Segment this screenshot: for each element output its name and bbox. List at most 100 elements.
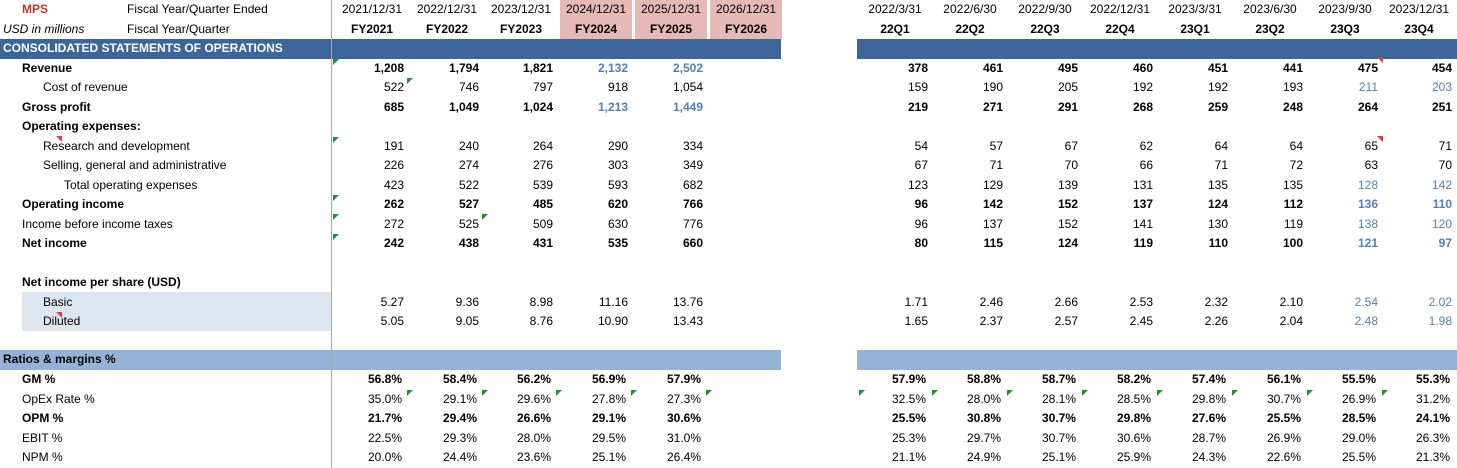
year-date-header[interactable]: 2022/12/31 — [416, 2, 478, 16]
year-value-cell[interactable]: 485 — [532, 197, 553, 211]
ratio-year-cell[interactable]: 58.4% — [442, 372, 477, 386]
year-value-cell[interactable]: 240 — [458, 138, 479, 153]
quarter-value-cell[interactable]: 441 — [1282, 60, 1303, 75]
quarter-value-cell[interactable]: 70 — [1438, 158, 1452, 172]
quarter-value-cell[interactable]: 2.66 — [1054, 294, 1078, 309]
year-value-cell[interactable]: 8.98 — [529, 294, 553, 309]
year-date-header[interactable]: 2024/12/31 — [560, 0, 632, 20]
year-value-cell[interactable]: 776 — [682, 216, 703, 231]
year-value-cell[interactable]: 522 — [458, 177, 479, 192]
ratio-year-cell[interactable]: 30.6% — [666, 411, 701, 425]
ratio-year-cell[interactable]: 29.1% — [442, 391, 477, 406]
quarter-value-cell[interactable]: 2.48 — [1354, 314, 1378, 328]
year-value-cell[interactable]: 438 — [458, 236, 479, 250]
ratio-quarter-cell[interactable]: 30.7% — [1266, 391, 1301, 406]
ratio-year-cell[interactable]: 29.6% — [516, 391, 551, 406]
year-date-header[interactable]: 2026/12/31 — [710, 0, 782, 20]
row-label[interactable]: Revenue — [22, 60, 73, 75]
year-label-header[interactable]: FY2023 — [499, 21, 543, 36]
year-value-cell[interactable]: 13.43 — [672, 314, 703, 328]
quarter-label-header[interactable]: 23Q3 — [1330, 21, 1360, 36]
section-title-ratios[interactable]: Ratios & margins % — [3, 352, 116, 366]
year-value-cell[interactable]: 2,502 — [672, 60, 703, 75]
quarter-value-cell[interactable]: 205 — [1057, 80, 1078, 94]
quarter-date-header[interactable]: 2022/12/31 — [1089, 2, 1151, 16]
year-value-cell[interactable]: 8.76 — [529, 314, 553, 328]
row-label[interactable]: Gross profit — [22, 99, 91, 114]
ratio-quarter-cell[interactable]: 21.1% — [891, 450, 926, 464]
year-value-cell[interactable]: 272 — [383, 216, 404, 231]
quarter-value-cell[interactable]: 2.53 — [1129, 294, 1153, 309]
ratio-quarter-cell[interactable]: 24.9% — [966, 450, 1001, 464]
ratio-quarter-cell[interactable]: 55.3% — [1415, 372, 1450, 386]
company-ticker[interactable]: MPS — [22, 2, 49, 16]
row-label[interactable]: Total operating expenses — [64, 177, 198, 192]
ratio-quarter-cell[interactable]: 29.7% — [966, 430, 1001, 445]
ratio-label[interactable]: OPM % — [22, 411, 64, 425]
quarter-value-cell[interactable]: 137 — [1132, 197, 1153, 211]
quarter-value-cell[interactable]: 110 — [1432, 197, 1452, 211]
row-label[interactable]: Operating income — [22, 197, 125, 211]
ratio-quarter-cell[interactable]: 26.9% — [1341, 391, 1376, 406]
year-value-cell[interactable]: 5.27 — [380, 294, 404, 309]
quarter-value-cell[interactable]: 135 — [1282, 177, 1303, 192]
ratio-quarter-cell[interactable]: 30.6% — [1116, 430, 1151, 445]
quarter-value-cell[interactable]: 137 — [982, 216, 1003, 231]
ratio-quarter-cell[interactable]: 25.5% — [891, 411, 926, 425]
quarter-value-cell[interactable]: 219 — [907, 99, 928, 114]
ratio-quarter-cell[interactable]: 27.6% — [1191, 411, 1226, 425]
year-value-cell[interactable]: 290 — [607, 138, 628, 153]
section-title-operations[interactable]: CONSOLIDATED STATEMENTS OF OPERATIONS — [3, 41, 283, 55]
row-label[interactable]: Research and development — [43, 138, 190, 153]
ratio-quarter-cell[interactable]: 32.5% — [891, 391, 926, 406]
ratio-year-cell[interactable]: 26.4% — [666, 450, 701, 464]
quarter-value-cell[interactable]: 124 — [1207, 197, 1228, 211]
quarter-value-cell[interactable]: 248 — [1282, 99, 1303, 114]
ratio-label[interactable]: NPM % — [22, 450, 63, 464]
year-label-header[interactable]: FY2026 — [710, 19, 782, 39]
quarter-value-cell[interactable]: 67 — [1064, 138, 1078, 153]
year-value-cell[interactable]: 525 — [458, 216, 479, 231]
quarter-value-cell[interactable]: 2.26 — [1204, 314, 1228, 328]
year-value-cell[interactable]: 1,213 — [597, 99, 628, 114]
quarter-value-cell[interactable]: 67 — [914, 158, 928, 172]
quarter-value-cell[interactable]: 203 — [1431, 80, 1452, 94]
ratio-quarter-cell[interactable]: 28.5% — [1341, 411, 1376, 425]
year-value-cell[interactable]: 431 — [532, 236, 553, 250]
quarter-value-cell[interactable]: 2.54 — [1354, 294, 1378, 309]
ratio-quarter-cell[interactable]: 25.5% — [1341, 450, 1376, 464]
quarter-date-header[interactable]: 2022/6/30 — [943, 2, 997, 16]
quarter-value-cell[interactable]: 152 — [1057, 197, 1078, 211]
ratio-quarter-cell[interactable]: 29.0% — [1341, 430, 1376, 445]
ratio-year-cell[interactable]: 26.6% — [516, 411, 551, 425]
quarter-value-cell[interactable]: 135 — [1207, 177, 1228, 192]
quarter-date-header[interactable]: 2022/9/30 — [1018, 2, 1072, 16]
quarter-value-cell[interactable]: 71 — [989, 158, 1003, 172]
year-value-cell[interactable]: 766 — [682, 197, 703, 211]
quarter-value-cell[interactable]: 124 — [1057, 236, 1078, 250]
quarter-value-cell[interactable]: 110 — [1208, 236, 1228, 250]
quarter-value-cell[interactable]: 268 — [1132, 99, 1153, 114]
ratio-year-cell[interactable]: 21.7% — [367, 411, 402, 425]
quarter-label-header[interactable]: 22Q4 — [1105, 21, 1135, 36]
ratio-label[interactable]: GM % — [22, 372, 56, 386]
row-label[interactable]: Cost of revenue — [43, 80, 128, 94]
year-value-cell[interactable]: 423 — [383, 177, 404, 192]
ratio-year-cell[interactable]: 29.5% — [591, 430, 626, 445]
year-value-cell[interactable]: 5.05 — [380, 314, 404, 328]
year-value-cell[interactable]: 9.36 — [455, 294, 479, 309]
quarter-date-header[interactable]: 2023/6/30 — [1243, 2, 1297, 16]
year-value-cell[interactable]: 262 — [383, 197, 404, 211]
ratio-quarter-cell[interactable]: 30.8% — [966, 411, 1001, 425]
ratio-quarter-cell[interactable]: 26.9% — [1266, 430, 1301, 445]
year-label-header[interactable]: FY2021 — [350, 21, 394, 36]
year-value-cell[interactable]: 191 — [383, 138, 404, 153]
year-value-cell[interactable]: 620 — [607, 197, 628, 211]
units-label[interactable]: USD in millions — [3, 21, 85, 36]
quarter-date-header[interactable]: 2023/9/30 — [1318, 2, 1372, 16]
quarter-value-cell[interactable]: 70 — [1064, 158, 1078, 172]
quarter-value-cell[interactable]: 96 — [914, 197, 928, 211]
row-label[interactable]: Net income — [22, 236, 87, 250]
year-value-cell[interactable]: 11.16 — [598, 294, 628, 309]
quarter-value-cell[interactable]: 142 — [1431, 177, 1452, 192]
